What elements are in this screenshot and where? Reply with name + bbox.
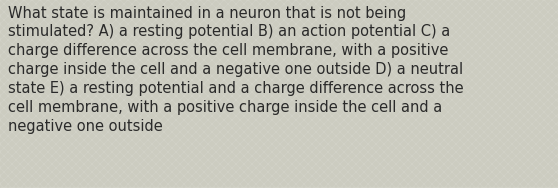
Text: What state is maintained in a neuron that is not being
stimulated? A) a resting : What state is maintained in a neuron tha… [8,6,464,134]
